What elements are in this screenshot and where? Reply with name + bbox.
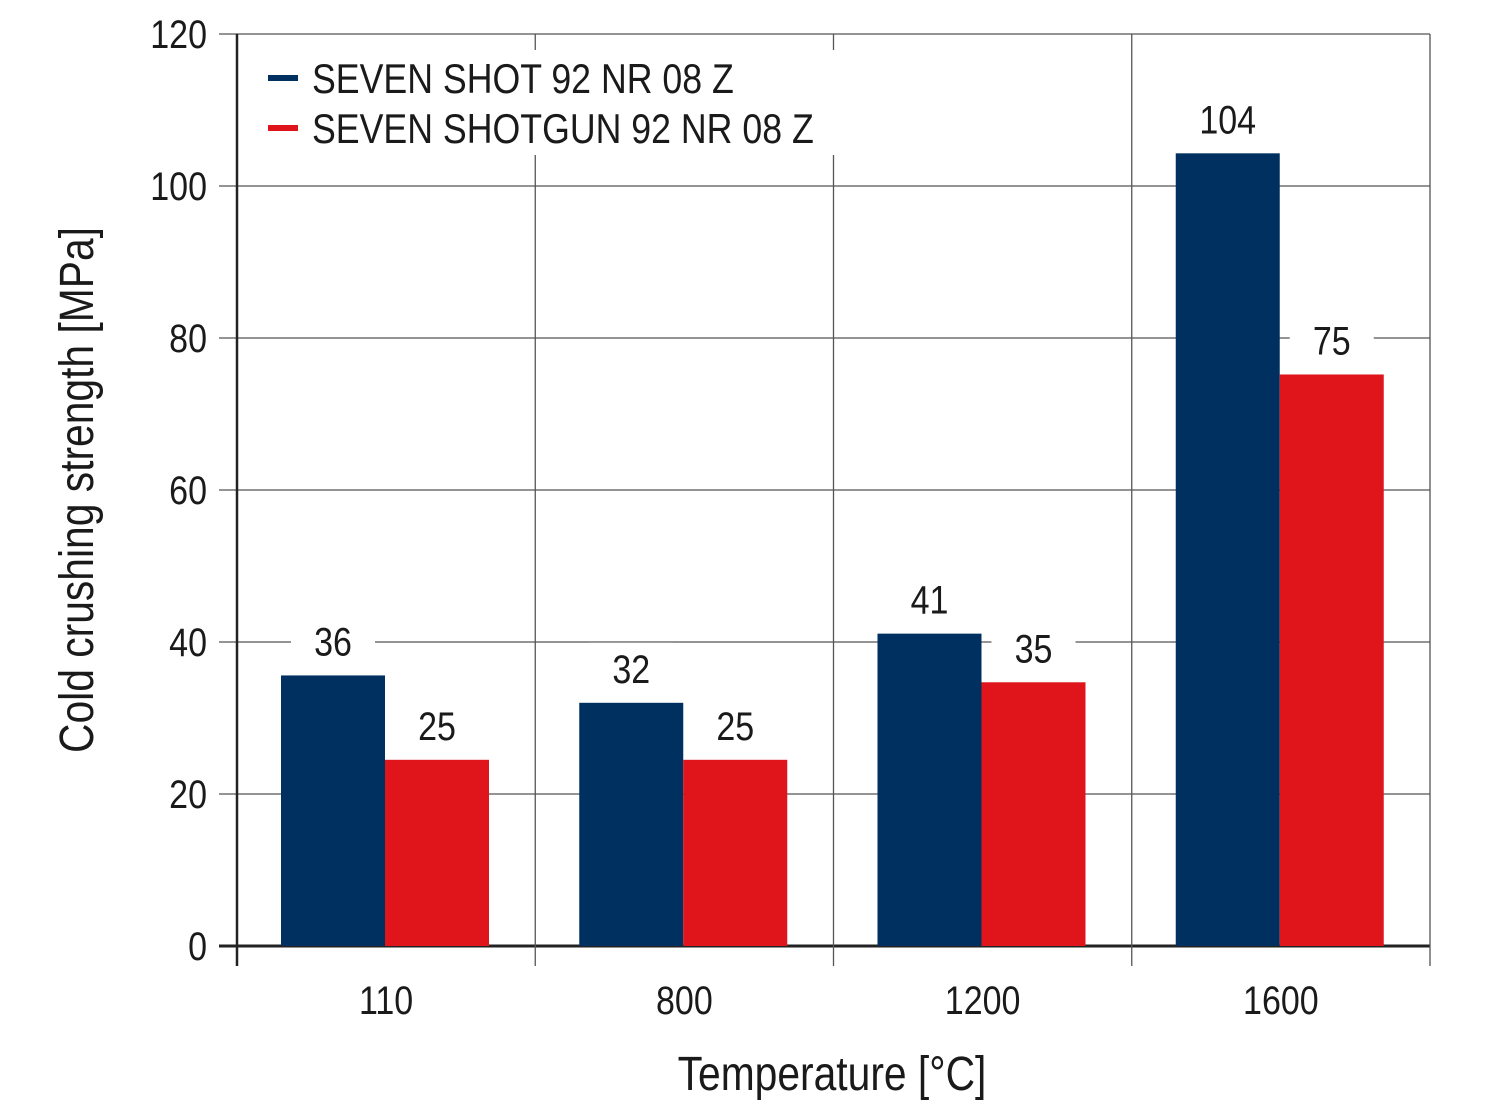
data-label-bg: [1289, 314, 1374, 367]
y-tick-label: 120: [150, 11, 207, 56]
x-tick-label: 800: [656, 977, 713, 1022]
bar-seven-shot: [877, 633, 982, 946]
data-label-bg: [693, 699, 778, 752]
data-label: 104: [1199, 97, 1256, 142]
bar-seven-shot: [1175, 153, 1280, 946]
data-label-bg: [1185, 93, 1270, 146]
y-tick-label: 40: [169, 619, 207, 664]
data-label: 32: [612, 646, 650, 691]
legend-label: SEVEN SHOTGUN 92 NR 08 Z: [312, 106, 814, 152]
bar-seven-shotgun: [385, 759, 489, 946]
y-axis-title: Cold crushing strength [MPa]: [51, 227, 104, 753]
data-label: 25: [418, 703, 456, 748]
data-label-bg: [887, 573, 972, 626]
data-label: 36: [314, 619, 352, 664]
data-label-bg: [395, 699, 479, 752]
legend-label: SEVEN SHOT 92 NR 08 Z: [312, 56, 734, 102]
y-tick-label: 0: [188, 923, 207, 968]
bar-seven-shot: [281, 675, 385, 946]
data-label: 35: [1015, 626, 1053, 671]
y-tick-label: 100: [150, 163, 207, 208]
y-tick-label: 20: [169, 771, 207, 816]
y-tick-label: 60: [169, 467, 207, 512]
y-tick-label: 80: [169, 315, 207, 360]
bar-seven-shot: [579, 702, 684, 946]
bar-seven-shotgun: [1279, 374, 1384, 947]
data-label-bg: [991, 622, 1076, 675]
data-label: 41: [911, 577, 949, 622]
data-label-bg: [291, 615, 375, 668]
x-tick-label: 110: [359, 977, 413, 1022]
data-label-bg: [589, 642, 674, 695]
data-label: 75: [1313, 318, 1351, 363]
x-axis-title: Temperature [°C]: [678, 1048, 987, 1101]
legend-bg: [255, 50, 865, 155]
data-label: 25: [716, 703, 754, 748]
x-tick-label: 1600: [1243, 977, 1319, 1022]
bar-seven-shotgun: [683, 759, 788, 946]
bar-seven-shotgun: [981, 682, 1086, 946]
x-tick-label: 1200: [945, 977, 1021, 1022]
